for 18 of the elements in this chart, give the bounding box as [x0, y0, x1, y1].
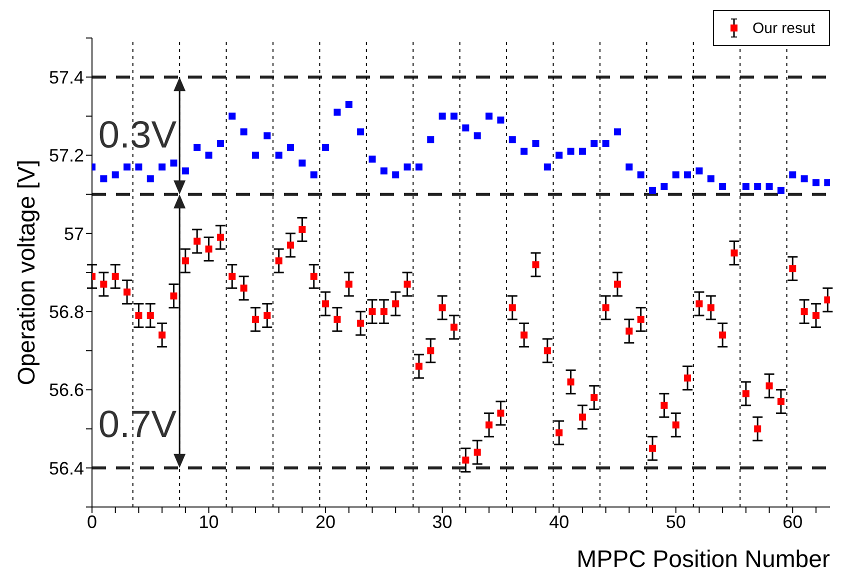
- y-axis-title: Operation voltage [V]: [14, 160, 41, 386]
- y-tick-label: 56.8: [48, 302, 84, 322]
- x-tick-label: 10: [198, 512, 219, 532]
- x-tick-label: 0: [86, 512, 98, 532]
- x-tick-label: 30: [432, 512, 452, 532]
- y-tick-label: 57: [64, 224, 84, 244]
- annotation: 0.7V: [98, 404, 178, 446]
- x-axis-title: MPPC Position Number: [576, 546, 830, 573]
- y-tick-label: 56.6: [48, 380, 84, 400]
- x-tick-label: 50: [666, 512, 686, 532]
- x-tick-label: 60: [782, 512, 803, 532]
- y-tick-label: 56.4: [48, 458, 84, 478]
- y-tick-label: 57.4: [48, 67, 84, 88]
- x-tick-label: 20: [316, 512, 336, 532]
- y-tick-label: 57.2: [48, 146, 84, 166]
- legend-label: Our resut: [752, 20, 815, 36]
- annotation: 0.3V: [98, 114, 178, 157]
- x-tick-label: 40: [549, 512, 570, 532]
